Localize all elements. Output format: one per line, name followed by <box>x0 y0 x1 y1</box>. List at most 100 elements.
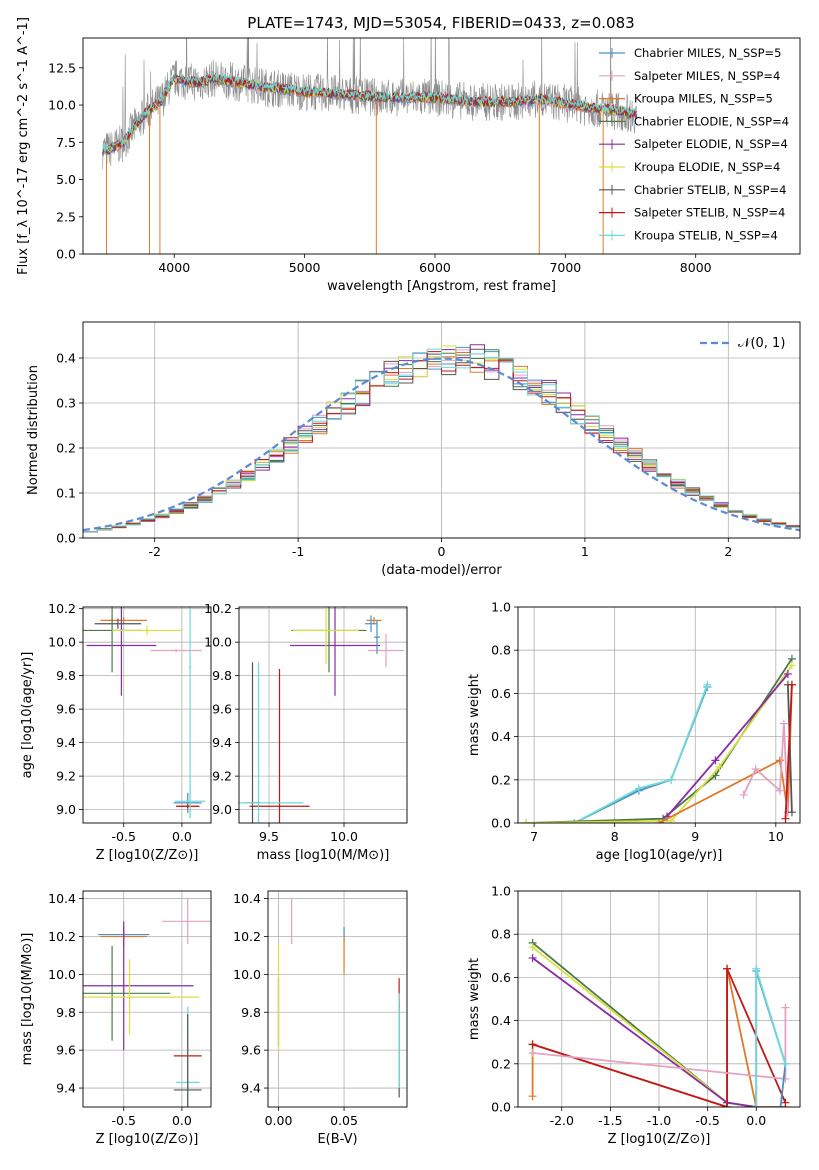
residual-histogram <box>83 348 800 533</box>
x-tick-label: 10 <box>768 829 784 844</box>
y-tick-label: 10.2 <box>48 929 76 944</box>
age_vs_mass-plot-area <box>239 607 404 823</box>
residuals-plot-area <box>83 344 800 533</box>
y-tick-label: 10.4 <box>233 891 261 906</box>
mass-weight-marker <box>739 790 748 799</box>
x-tick-label: 0.0 <box>746 1113 766 1128</box>
x-tick-label: -1.5 <box>598 1113 622 1128</box>
mass-weight-marker <box>522 819 531 823</box>
legend-label: Chabrier STELIB, N_SSP=4 <box>634 183 786 197</box>
y-axis-label: mass weight <box>467 958 482 1040</box>
legend-label: Kroupa STELIB, N_SSP=4 <box>634 228 778 242</box>
mass_vs_Z-plot-area <box>83 898 211 1107</box>
mass-weight-marker <box>776 1103 785 1107</box>
y-tick-label: 5.0 <box>56 172 76 187</box>
mass-weight-marker <box>723 964 732 973</box>
y-tick-label: 9.4 <box>241 1081 261 1096</box>
y-tick-label: 9.6 <box>241 1043 261 1058</box>
x-axis-label: (data-model)/error <box>381 563 502 578</box>
errorbar-point <box>83 945 171 1041</box>
mass_vs_ebv-frame <box>267 890 408 1108</box>
errorbar-point <box>162 898 211 945</box>
legend-label: 𝒩(0, 1) <box>738 336 785 351</box>
x-tick-label: 2 <box>724 544 732 559</box>
y-tick-label: 9.0 <box>212 802 232 817</box>
x-tick-label: -2 <box>148 544 160 559</box>
y-tick-label: 0.6 <box>491 686 511 701</box>
errorbar-point <box>368 633 404 668</box>
legend-label: Chabrier MILES, N_SSP=5 <box>634 46 781 60</box>
errorbar-point <box>94 618 142 629</box>
y-tick-label: 10.0 <box>233 967 261 982</box>
y-tick-label: 0.4 <box>491 729 511 744</box>
y-tick-label: 0.4 <box>56 351 76 366</box>
mass-weight-marker <box>528 1040 537 1049</box>
y-tick-label: 0.2 <box>491 772 511 787</box>
legend-label: Kroupa MILES, N_SSP=5 <box>634 92 773 106</box>
x-axis-label: age [log10(age/yr)] <box>596 848 723 863</box>
y-tick-label: 9.6 <box>56 1043 76 1058</box>
y-tick-label: 10.0 <box>48 635 76 650</box>
mass-weight-marker <box>779 719 788 728</box>
errorbar-point <box>366 617 382 624</box>
y-tick-label: 9.8 <box>241 1005 261 1020</box>
age_vs_Z-plot-area <box>83 607 206 818</box>
y-tick-label: 0.0 <box>491 1100 511 1115</box>
y-tick-label: 10.2 <box>48 601 76 616</box>
y-tick-label: 0.2 <box>56 441 76 456</box>
y-tick-label: 9.8 <box>212 668 232 683</box>
x-tick-label: 0.0 <box>172 829 192 844</box>
x-tick-label: 7000 <box>549 260 581 275</box>
mass-weight-marker <box>752 964 761 973</box>
mass-weight-marker <box>711 756 720 765</box>
mass-weight-marker <box>667 816 676 823</box>
mass-weight-marker <box>787 808 796 817</box>
x-tick-label: 9.5 <box>259 829 279 844</box>
errorbar-point <box>83 921 194 1051</box>
x-axis-label: E(B-V) <box>317 1132 357 1147</box>
mass-weight-marker <box>781 1074 790 1083</box>
errorbar-point <box>100 617 147 624</box>
mass-weight-marker <box>723 1103 732 1107</box>
y-axis-label: age [log10(age/yr)] <box>20 652 35 779</box>
spectrum-plot-area <box>102 38 638 254</box>
mass-weight-marker <box>634 784 643 793</box>
x-tick-label: -0.5 <box>112 829 136 844</box>
mass-weight-marker <box>528 953 537 962</box>
legend-label: Salpeter ELODIE, N_SSP=4 <box>634 137 788 151</box>
legend-label: Salpeter MILES, N_SSP=4 <box>634 69 780 83</box>
mass-weight-marker <box>781 814 790 823</box>
x-tick-label: 5000 <box>289 260 321 275</box>
y-tick-label: 10.0 <box>204 635 232 650</box>
age_vs_mass-panel: 9.5 10.0 9.0 9.2 9.4 9.6 9.8 10.0 10.2 mass [log1… <box>204 601 408 863</box>
x-axis-label: mass [log10(M/M⊙)] <box>257 848 390 863</box>
errorbar-point <box>173 1014 202 1107</box>
x-tick-label: 0.0 <box>172 1113 192 1128</box>
x-axis-label: wavelength [Angstrom, rest frame] <box>327 279 556 294</box>
x-axis-label: Z [log10(Z/Z⊙)] <box>96 848 199 863</box>
y-tick-label: 0.8 <box>491 643 511 658</box>
figure-title: PLATE=1743, MJD=53054, FIBERID=0433, z=0… <box>247 14 634 32</box>
mass-weight-line <box>532 957 757 1107</box>
mass-weight-marker <box>528 943 537 952</box>
legend: 𝒩(0, 1) <box>700 336 785 351</box>
mass-weight-marker <box>655 819 663 823</box>
y-tick-label: 0.2 <box>491 1056 511 1071</box>
mass-weight-marker <box>752 1103 761 1107</box>
y-tick-label: 1.0 <box>491 884 511 899</box>
x-tick-label: -1 <box>292 544 304 559</box>
errorbar-point <box>83 959 200 1035</box>
mass_vs_Z-panel: -0.5 0.0 9.4 9.6 9.8 10.0 10.2 10.4 Z [log10(Z/Z… <box>20 890 212 1147</box>
errorbar-point <box>365 615 377 633</box>
mass-weight-line <box>787 684 793 813</box>
y-axis-label: Flux [f_λ 10^-17 erg cm^-2 s^-1 A^-1] <box>16 17 31 275</box>
errorbar-point <box>374 620 380 654</box>
y-tick-label: 10.4 <box>48 891 76 906</box>
y-tick-label: 10.0 <box>48 98 76 113</box>
age_vs_Z-frame <box>82 606 212 824</box>
mass-weight-marker <box>787 661 796 670</box>
mass-weight-marker <box>781 1003 790 1012</box>
mass-weight-marker <box>781 1098 790 1107</box>
weight_vs_age-panel: 7 8 9 10 0.0 0.2 0.4 0.6 0.8 1.0 age [log10(age/yr… <box>467 600 801 863</box>
